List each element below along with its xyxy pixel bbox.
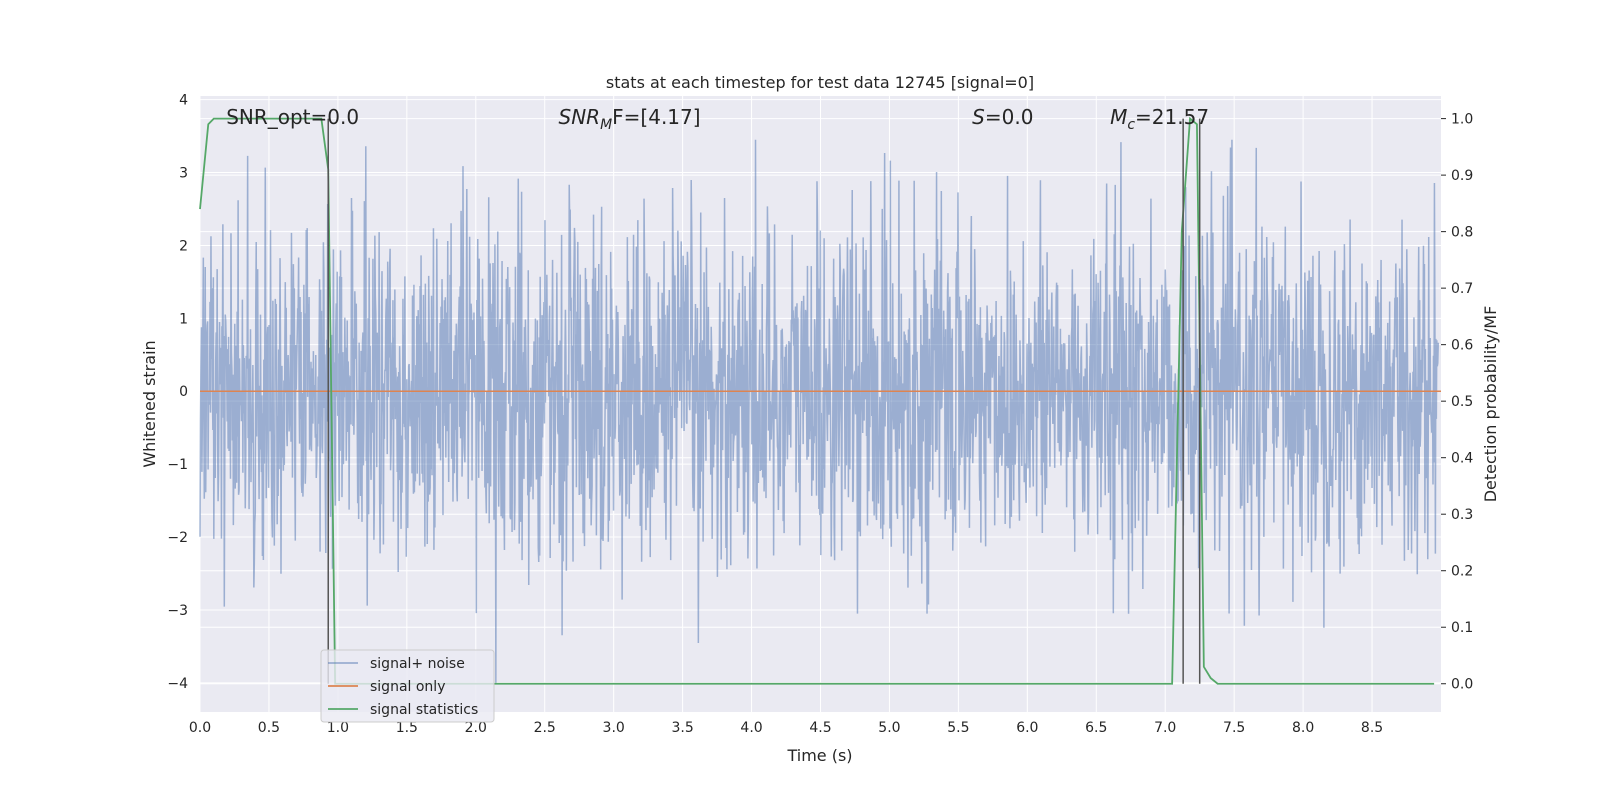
x-tick-label: 4.5	[809, 720, 831, 736]
series-signal-noise	[199, 139, 1439, 683]
chart-title: stats at each timestep for test data 127…	[606, 73, 1034, 92]
y-tick-label-right: 0.7	[1451, 281, 1473, 297]
legend-label-signal-only: signal only	[370, 679, 445, 695]
y-axis-label-right: Detection probability/MF	[1481, 306, 1500, 503]
x-tick-label: 4.0	[740, 720, 762, 736]
y-tick-label-left: 2	[179, 238, 188, 254]
x-tick-label: 2.0	[465, 720, 487, 736]
y-tick-label-right: 0.1	[1451, 620, 1473, 636]
legend: signal+ noise signal only signal statist…	[320, 649, 495, 723]
y-tick-label-right: 0.9	[1451, 168, 1473, 184]
y-tick-label-left: −4	[167, 676, 188, 692]
series-lines	[199, 116, 1441, 685]
y-tick-label-left: −2	[167, 530, 188, 546]
x-tick-label: 5.5	[947, 720, 969, 736]
y-tick-label-right: 1.0	[1451, 112, 1473, 128]
legend-label-signal-noise: signal+ noise	[370, 656, 465, 672]
y-axis-label-left: Whitened strain	[140, 340, 159, 467]
y-tick-label-right: 0.5	[1451, 394, 1473, 410]
annotation-mchirp: Mc=21.57	[1110, 105, 1209, 133]
tick-labels: 0.0 0.5 1.0 1.5 2.0 2.5 3.0 3.5 4.0 4.5 5.0 5.5 6.0 6…	[167, 93, 1473, 736]
y-tick-label-left: −1	[167, 457, 188, 473]
y-tick-label-right: 0.3	[1451, 507, 1473, 523]
x-tick-label: 6.0	[1016, 720, 1038, 736]
x-tick-label: 2.5	[534, 720, 556, 736]
x-tick-label: 7.0	[1154, 720, 1176, 736]
y-tick-label-right: 0.2	[1451, 564, 1473, 580]
x-tick-label: 3.5	[671, 720, 693, 736]
x-tick-label: 6.5	[1085, 720, 1107, 736]
x-axis-label: Time (s)	[786, 746, 852, 765]
vertical-markers	[327, 118, 1201, 684]
y-tick-label-left: 3	[179, 166, 188, 182]
y-tick-label-left: 0	[179, 384, 188, 400]
y-tick-label-right: 0.8	[1451, 225, 1473, 241]
x-tick-label: 0.5	[258, 720, 280, 736]
annotation-snr-opt: SNR_opt=0.0	[226, 105, 359, 129]
y-tick-label-right: 0.0	[1451, 677, 1473, 693]
x-tick-label: 8.0	[1292, 720, 1314, 736]
y-tick-label-left: −3	[167, 603, 188, 619]
x-tick-label: 1.0	[327, 720, 349, 736]
annotation-s-stat: S=0.0	[972, 105, 1033, 129]
x-tick-label: 5.0	[878, 720, 900, 736]
x-tick-label: 1.5	[396, 720, 418, 736]
y-tick-label-right: 0.6	[1451, 338, 1473, 354]
y-tick-label-right: 0.4	[1451, 451, 1473, 467]
y-tick-label-left: 1	[179, 311, 188, 327]
annotation-snr-mf: SNRMF=[4.17]	[559, 105, 701, 133]
x-tick-label: 3.0	[603, 720, 625, 736]
legend-box	[320, 649, 495, 723]
annotations: SNR_opt=0.0 SNRMF=[4.17] S=0.0 Mc=21.57	[226, 105, 1209, 133]
legend-label-signal-statistics: signal statistics	[370, 702, 478, 718]
x-tick-label: 7.5	[1223, 720, 1245, 736]
y-tick-label-left: 4	[179, 93, 188, 109]
line-signal-statistics	[199, 116, 1435, 685]
line-signal-noise	[199, 139, 1439, 683]
x-tick-label: 8.5	[1361, 720, 1383, 736]
x-tick-label: 0.0	[189, 720, 211, 736]
